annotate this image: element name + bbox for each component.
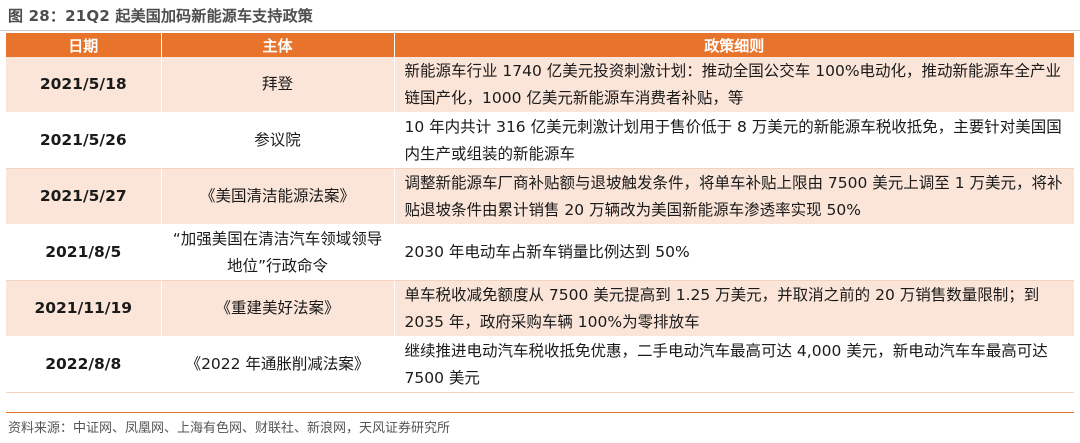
row-date: 2022/8/8: [6, 336, 162, 393]
table-row: 2021/11/19 《重建美好法案》 单车税收减免额度从 7500 美元提高到…: [6, 280, 1074, 337]
row-date: 2021/8/5: [6, 224, 162, 281]
row-date: 2021/11/19: [6, 280, 162, 337]
table-row: 2021/5/18 拜登 新能源车行业 1740 亿美元投资刺激计划：推动全国公…: [6, 57, 1074, 113]
row-subject: 拜登: [161, 57, 395, 113]
row-subject: “加强美国在清洁汽车领域领导地位”行政命令: [161, 224, 395, 281]
table-row: 2021/8/5 “加强美国在清洁汽车领域领导地位”行政命令 2030 年电动车…: [6, 224, 1074, 281]
header-date: 日期: [6, 33, 162, 57]
title-divider: [0, 30, 1080, 31]
source-note: 资料来源：中证网、凤凰网、上海有色网、财联社、新浪网，天风证券研究所: [8, 421, 451, 436]
row-subject: 《2022 年通胀削减法案》: [161, 336, 395, 393]
row-policy: 2030 年电动车占新车销量比例达到 50%: [394, 224, 1074, 281]
table-row: 2021/5/26 参议院 10 年内共计 316 亿美元刺激计划用于售价低于 …: [6, 112, 1074, 169]
row-policy: 单车税收减免额度从 7500 美元提高到 1.25 万美元，并取消之前的 20 …: [394, 280, 1074, 337]
header-subject: 主体: [161, 33, 395, 57]
row-policy: 继续推进电动汽车税收抵免优惠，二手电动汽车最高可达 4,000 美元，新电动汽车…: [394, 336, 1074, 393]
row-subject: 《美国清洁能源法案》: [161, 168, 395, 225]
row-date: 2021/5/18: [6, 57, 162, 113]
row-subject: 参议院: [161, 112, 395, 169]
header-policy: 政策细则: [394, 33, 1074, 57]
table-row: 2022/8/8 《2022 年通胀削减法案》 继续推进电动汽车税收抵免优惠，二…: [6, 336, 1074, 393]
row-subject: 《重建美好法案》: [161, 280, 395, 337]
table-row: 2021/5/27 《美国清洁能源法案》 调整新能源车厂商补贴额与退坡触发条件，…: [6, 168, 1074, 225]
row-date: 2021/5/27: [6, 168, 162, 225]
table-bottom-divider: [6, 412, 1074, 413]
row-policy: 新能源车行业 1740 亿美元投资刺激计划：推动全国公交车 100%电动化，推动…: [394, 57, 1074, 113]
row-policy: 10 年内共计 316 亿美元刺激计划用于售价低于 8 万美元的新能源车税收抵免…: [394, 112, 1074, 169]
row-date: 2021/5/26: [6, 112, 162, 169]
policy-table: 日期 主体 政策细则 2021/5/18 拜登 新能源车行业 1740 亿美元投…: [6, 33, 1074, 393]
row-policy: 调整新能源车厂商补贴额与退坡触发条件，将单车补贴上限由 7500 美元上调至 1…: [394, 168, 1074, 225]
figure-title: 图 28：21Q2 起美国加码新能源车支持政策: [8, 7, 313, 25]
table-header-row: 日期 主体 政策细则: [6, 33, 1074, 57]
